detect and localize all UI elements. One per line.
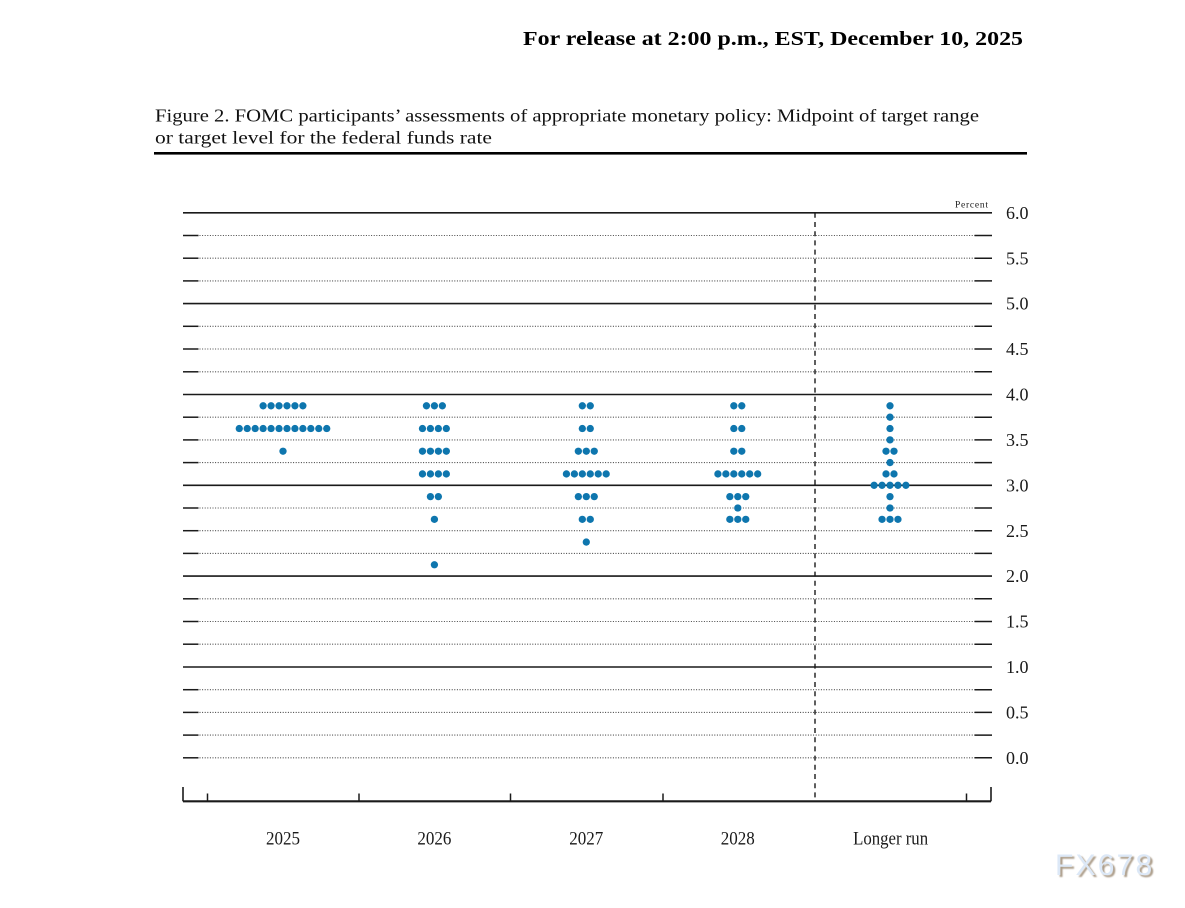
svg-text:For release at 2:00 p.m., EST,: For release at 2:00 p.m., EST, December … xyxy=(523,28,1023,50)
svg-text:1.5: 1.5 xyxy=(1006,612,1029,632)
svg-text:4.0: 4.0 xyxy=(1006,385,1029,405)
svg-text:Figure 2. FOMC participants’ a: Figure 2. FOMC participants’ assessments… xyxy=(155,106,979,126)
svg-text:2.5: 2.5 xyxy=(1006,521,1029,541)
svg-text:3.5: 3.5 xyxy=(1006,430,1029,450)
svg-text:5.0: 5.0 xyxy=(1006,294,1029,314)
svg-text:2028: 2028 xyxy=(721,830,755,850)
svg-text:2025: 2025 xyxy=(266,830,300,850)
svg-text:0.5: 0.5 xyxy=(1006,703,1029,723)
svg-text:5.5: 5.5 xyxy=(1006,248,1029,268)
svg-text:2.0: 2.0 xyxy=(1006,566,1029,586)
svg-text:4.5: 4.5 xyxy=(1006,339,1029,359)
svg-text:1.0: 1.0 xyxy=(1006,657,1029,677)
svg-text:2026: 2026 xyxy=(417,830,451,850)
svg-text:or target level for the federa: or target level for the federal funds ra… xyxy=(155,128,492,148)
svg-text:Percent: Percent xyxy=(955,201,988,211)
svg-text:2027: 2027 xyxy=(569,830,603,850)
svg-text:6.0: 6.0 xyxy=(1006,203,1029,223)
svg-text:3.0: 3.0 xyxy=(1006,475,1029,495)
svg-text:Longer run: Longer run xyxy=(853,830,928,850)
svg-text:0.0: 0.0 xyxy=(1006,748,1029,768)
